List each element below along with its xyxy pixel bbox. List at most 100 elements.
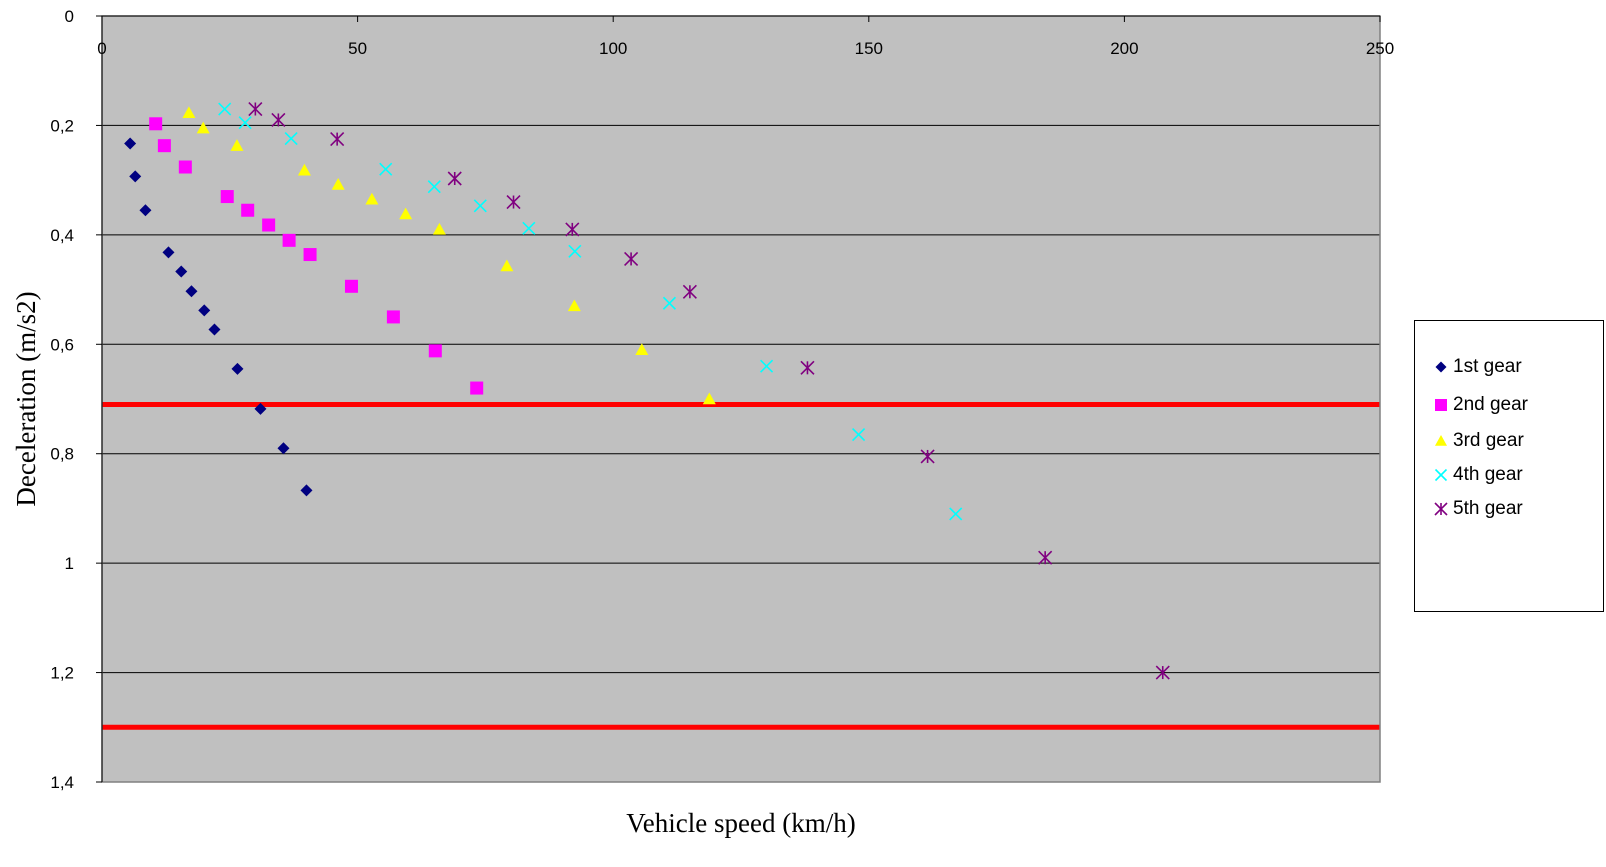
data-points [124, 101, 1170, 680]
data-point [248, 101, 263, 117]
data-point [220, 190, 234, 204]
y-axis-title: Deceleration (m/s2) [11, 291, 41, 506]
data-point [238, 116, 252, 130]
data-point [303, 248, 317, 262]
data-point [1435, 435, 1447, 446]
data-point [149, 117, 163, 131]
data-point [196, 121, 210, 134]
data-point [284, 131, 298, 146]
x-axis-title: Vehicle speed (km/h) [626, 808, 855, 838]
y-tick-label: 1 [65, 554, 74, 573]
reference-lines [102, 401, 1380, 730]
data-point [1038, 550, 1053, 565]
legend-marker [1435, 435, 1447, 446]
data-point [282, 233, 296, 247]
data-point [432, 222, 446, 235]
legend: 1st gear 2nd gear 3rd gear 4th gear 5th gear [1414, 320, 1604, 612]
data-point [522, 221, 536, 235]
legend-label: 5th gear [1453, 498, 1523, 519]
data-point [427, 180, 441, 194]
data-point [277, 442, 290, 455]
x-tick-label: 250 [1366, 39, 1394, 58]
y-tick-label: 0 [65, 7, 74, 26]
legend-label: 4th gear [1453, 464, 1523, 485]
data-point [624, 251, 639, 266]
series-4th-gear [218, 102, 963, 521]
data-point [262, 218, 276, 232]
data-point [568, 244, 582, 258]
y-tick-label: 1,4 [50, 773, 74, 792]
data-point [635, 343, 649, 355]
y-tick-label: 0,2 [50, 116, 74, 135]
data-point [567, 299, 581, 312]
data-point [254, 402, 267, 415]
data-point [852, 427, 866, 442]
data-point [506, 194, 521, 210]
series-1st-gear [124, 137, 313, 497]
legend-entry: 4th gear [1433, 463, 1523, 487]
data-point [208, 323, 221, 336]
series-3rd-gear [182, 106, 716, 405]
x-tick-label: 100 [599, 39, 627, 58]
data-point [920, 449, 935, 464]
data-point [218, 102, 232, 116]
data-point [702, 392, 716, 405]
plot-area [102, 16, 1380, 782]
data-point [399, 207, 413, 220]
data-point [157, 139, 171, 153]
legend-label: 2nd gear [1453, 394, 1529, 415]
data-point [470, 381, 484, 395]
data-point [682, 284, 697, 299]
data-point [330, 132, 345, 147]
data-point [344, 279, 358, 293]
legend-marker [1435, 399, 1447, 411]
legend-entry: 3rd gear [1433, 429, 1524, 453]
data-point [949, 507, 963, 521]
data-point [759, 359, 774, 373]
series-5th-gear [248, 101, 1170, 680]
data-point [198, 304, 211, 317]
data-point [271, 112, 286, 128]
data-point [386, 310, 400, 324]
data-point [182, 106, 196, 119]
data-point [428, 344, 442, 358]
data-point [1435, 399, 1447, 411]
data-point [1434, 502, 1448, 516]
data-point [331, 178, 345, 190]
axes: 0 0,2 0,4 0,6 0,8 1 1,2 1,4 0 50 100 150 200 250 [50, 7, 1394, 792]
data-point [365, 192, 379, 205]
x-tick-label: 200 [1110, 39, 1138, 58]
legend-marker [1434, 502, 1448, 516]
y-tick-label: 0,4 [50, 226, 74, 245]
data-point [162, 246, 175, 259]
data-point [300, 484, 313, 497]
data-point [297, 163, 311, 176]
x-tick-label: 150 [855, 39, 883, 58]
y-tick-label: 0,8 [50, 445, 74, 464]
legend-marker [1434, 468, 1448, 482]
legend-label: 3rd gear [1453, 430, 1524, 451]
legend-marker [1435, 361, 1447, 373]
data-point [230, 139, 244, 151]
y-tick-label: 0,6 [50, 335, 74, 354]
data-point [1434, 468, 1448, 482]
data-point [124, 137, 137, 150]
x-tick-label: 50 [348, 39, 367, 58]
data-point [565, 222, 580, 237]
data-point [175, 265, 188, 278]
data-point [241, 203, 255, 217]
legend-label: 1st gear [1453, 356, 1522, 377]
data-point [231, 362, 244, 375]
legend-entry: 5th gear [1433, 497, 1523, 521]
legend-entry: 2nd gear [1433, 393, 1528, 417]
data-point [129, 170, 142, 183]
data-point [139, 204, 152, 217]
data-point [447, 171, 462, 186]
data-point [800, 360, 815, 375]
data-point [473, 199, 487, 213]
gridlines [102, 124, 1380, 674]
data-point [178, 160, 192, 174]
data-point [1155, 665, 1170, 680]
